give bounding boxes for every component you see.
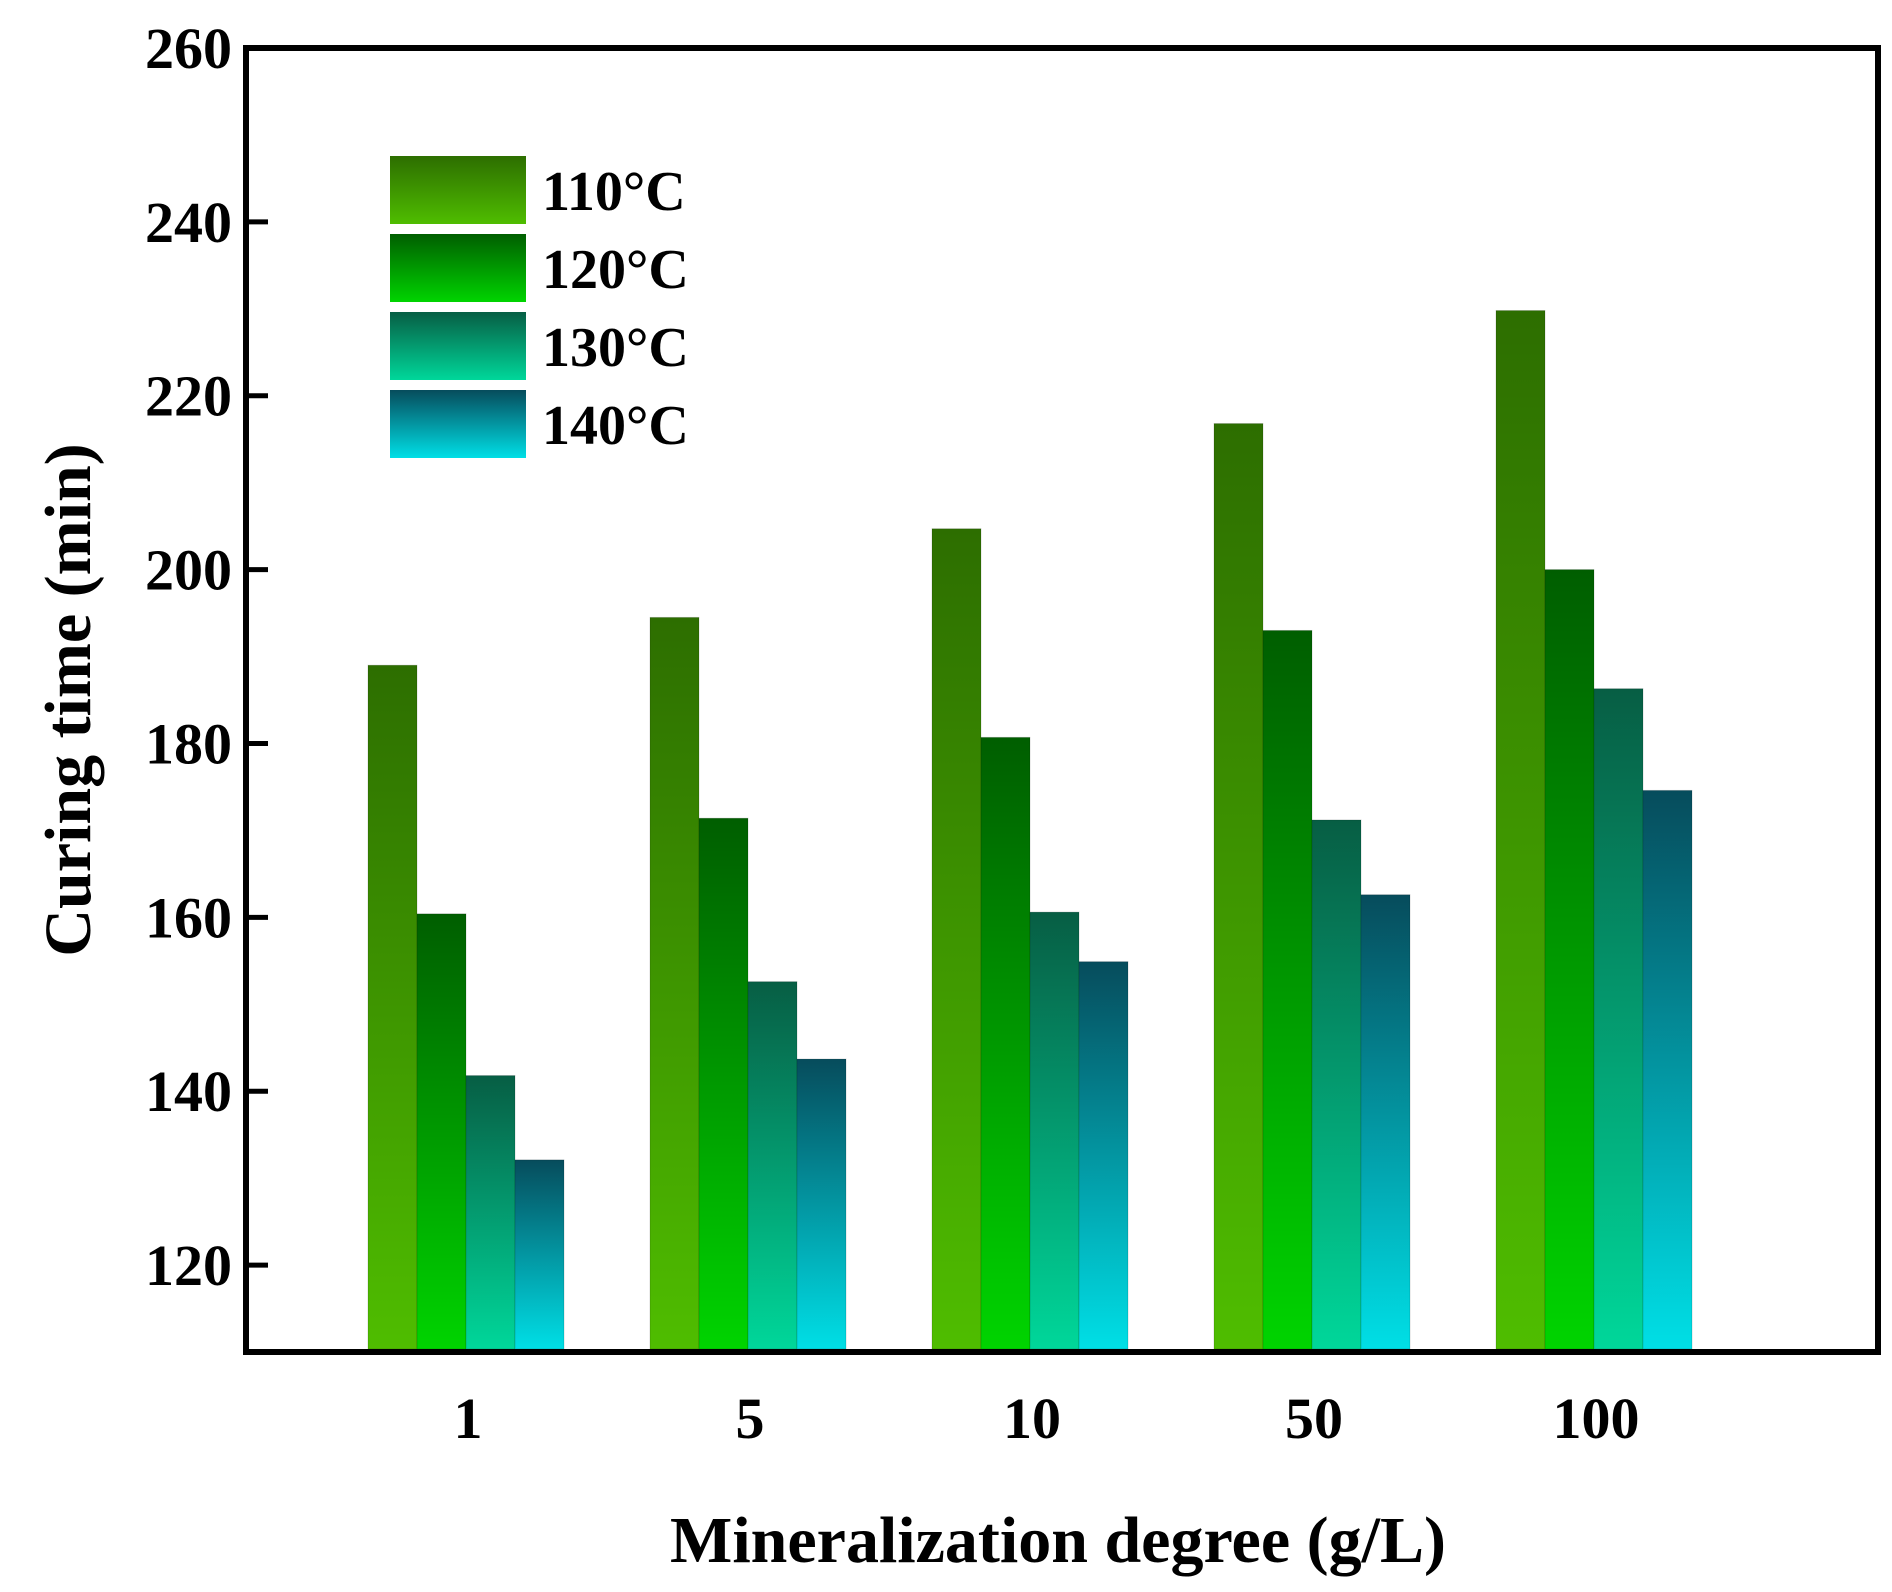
x-tick-label: 100 [1553, 1386, 1640, 1451]
legend-label: 130°C [542, 317, 689, 379]
x-axis-title: Mineralization degree (g/L) [670, 1504, 1446, 1577]
bar-120C-cat-5 [698, 817, 749, 1350]
bar-130C-cat-100 [1593, 688, 1644, 1350]
y-tick-label: 180 [145, 711, 232, 776]
bar-130C-cat-5 [747, 981, 798, 1350]
y-tick-label: 260 [145, 16, 232, 81]
bar-140C-cat-10 [1078, 961, 1129, 1350]
bar-120C-cat-100 [1544, 569, 1595, 1350]
bar-130C-cat-10 [1029, 911, 1080, 1350]
legend-swatch [390, 234, 526, 302]
bar-140C-cat-1 [514, 1159, 565, 1350]
bar-110C-cat-1 [367, 664, 418, 1350]
legend-label: 110°C [542, 161, 686, 223]
bar-140C-cat-100 [1642, 789, 1693, 1350]
y-tick-label: 160 [145, 885, 232, 950]
x-tick-label: 50 [1285, 1386, 1343, 1451]
bar-110C-cat-50 [1213, 423, 1264, 1350]
x-tick-label: 10 [1003, 1386, 1061, 1451]
x-tick-label: 1 [454, 1386, 483, 1451]
bar-110C-cat-100 [1495, 310, 1546, 1350]
bar-120C-cat-1 [416, 913, 467, 1350]
x-tick-label: 5 [736, 1386, 765, 1451]
bars-layer [367, 310, 1693, 1350]
y-tick-label: 220 [145, 364, 232, 429]
legend-label: 120°C [542, 239, 689, 301]
y-axis-title: Curing time (min) [32, 443, 105, 956]
y-tick-label: 140 [145, 1059, 232, 1124]
bar-110C-cat-10 [931, 528, 982, 1350]
legend-swatch [390, 390, 526, 458]
y-tick-label: 200 [145, 538, 232, 603]
legend-label: 140°C [542, 395, 689, 457]
bar-140C-cat-5 [796, 1058, 847, 1350]
legend-swatch [390, 312, 526, 380]
bar-140C-cat-50 [1360, 894, 1411, 1350]
y-axis: 120 140 160 180 200 220 240 260 [145, 16, 268, 1298]
legend-swatch [390, 156, 526, 224]
y-tick-label: 120 [145, 1233, 232, 1298]
bar-120C-cat-10 [980, 736, 1031, 1350]
x-axis: 1 5 10 50 100 [454, 1386, 1640, 1451]
bar-120C-cat-50 [1262, 629, 1313, 1350]
plot-frame [243, 45, 1881, 1355]
y-tick-label: 240 [145, 190, 232, 255]
bar-110C-cat-5 [649, 616, 700, 1350]
bar-130C-cat-1 [465, 1075, 516, 1350]
bar-130C-cat-50 [1311, 819, 1362, 1350]
legend: 110°C 120°C 130°C 140°C [390, 156, 689, 458]
